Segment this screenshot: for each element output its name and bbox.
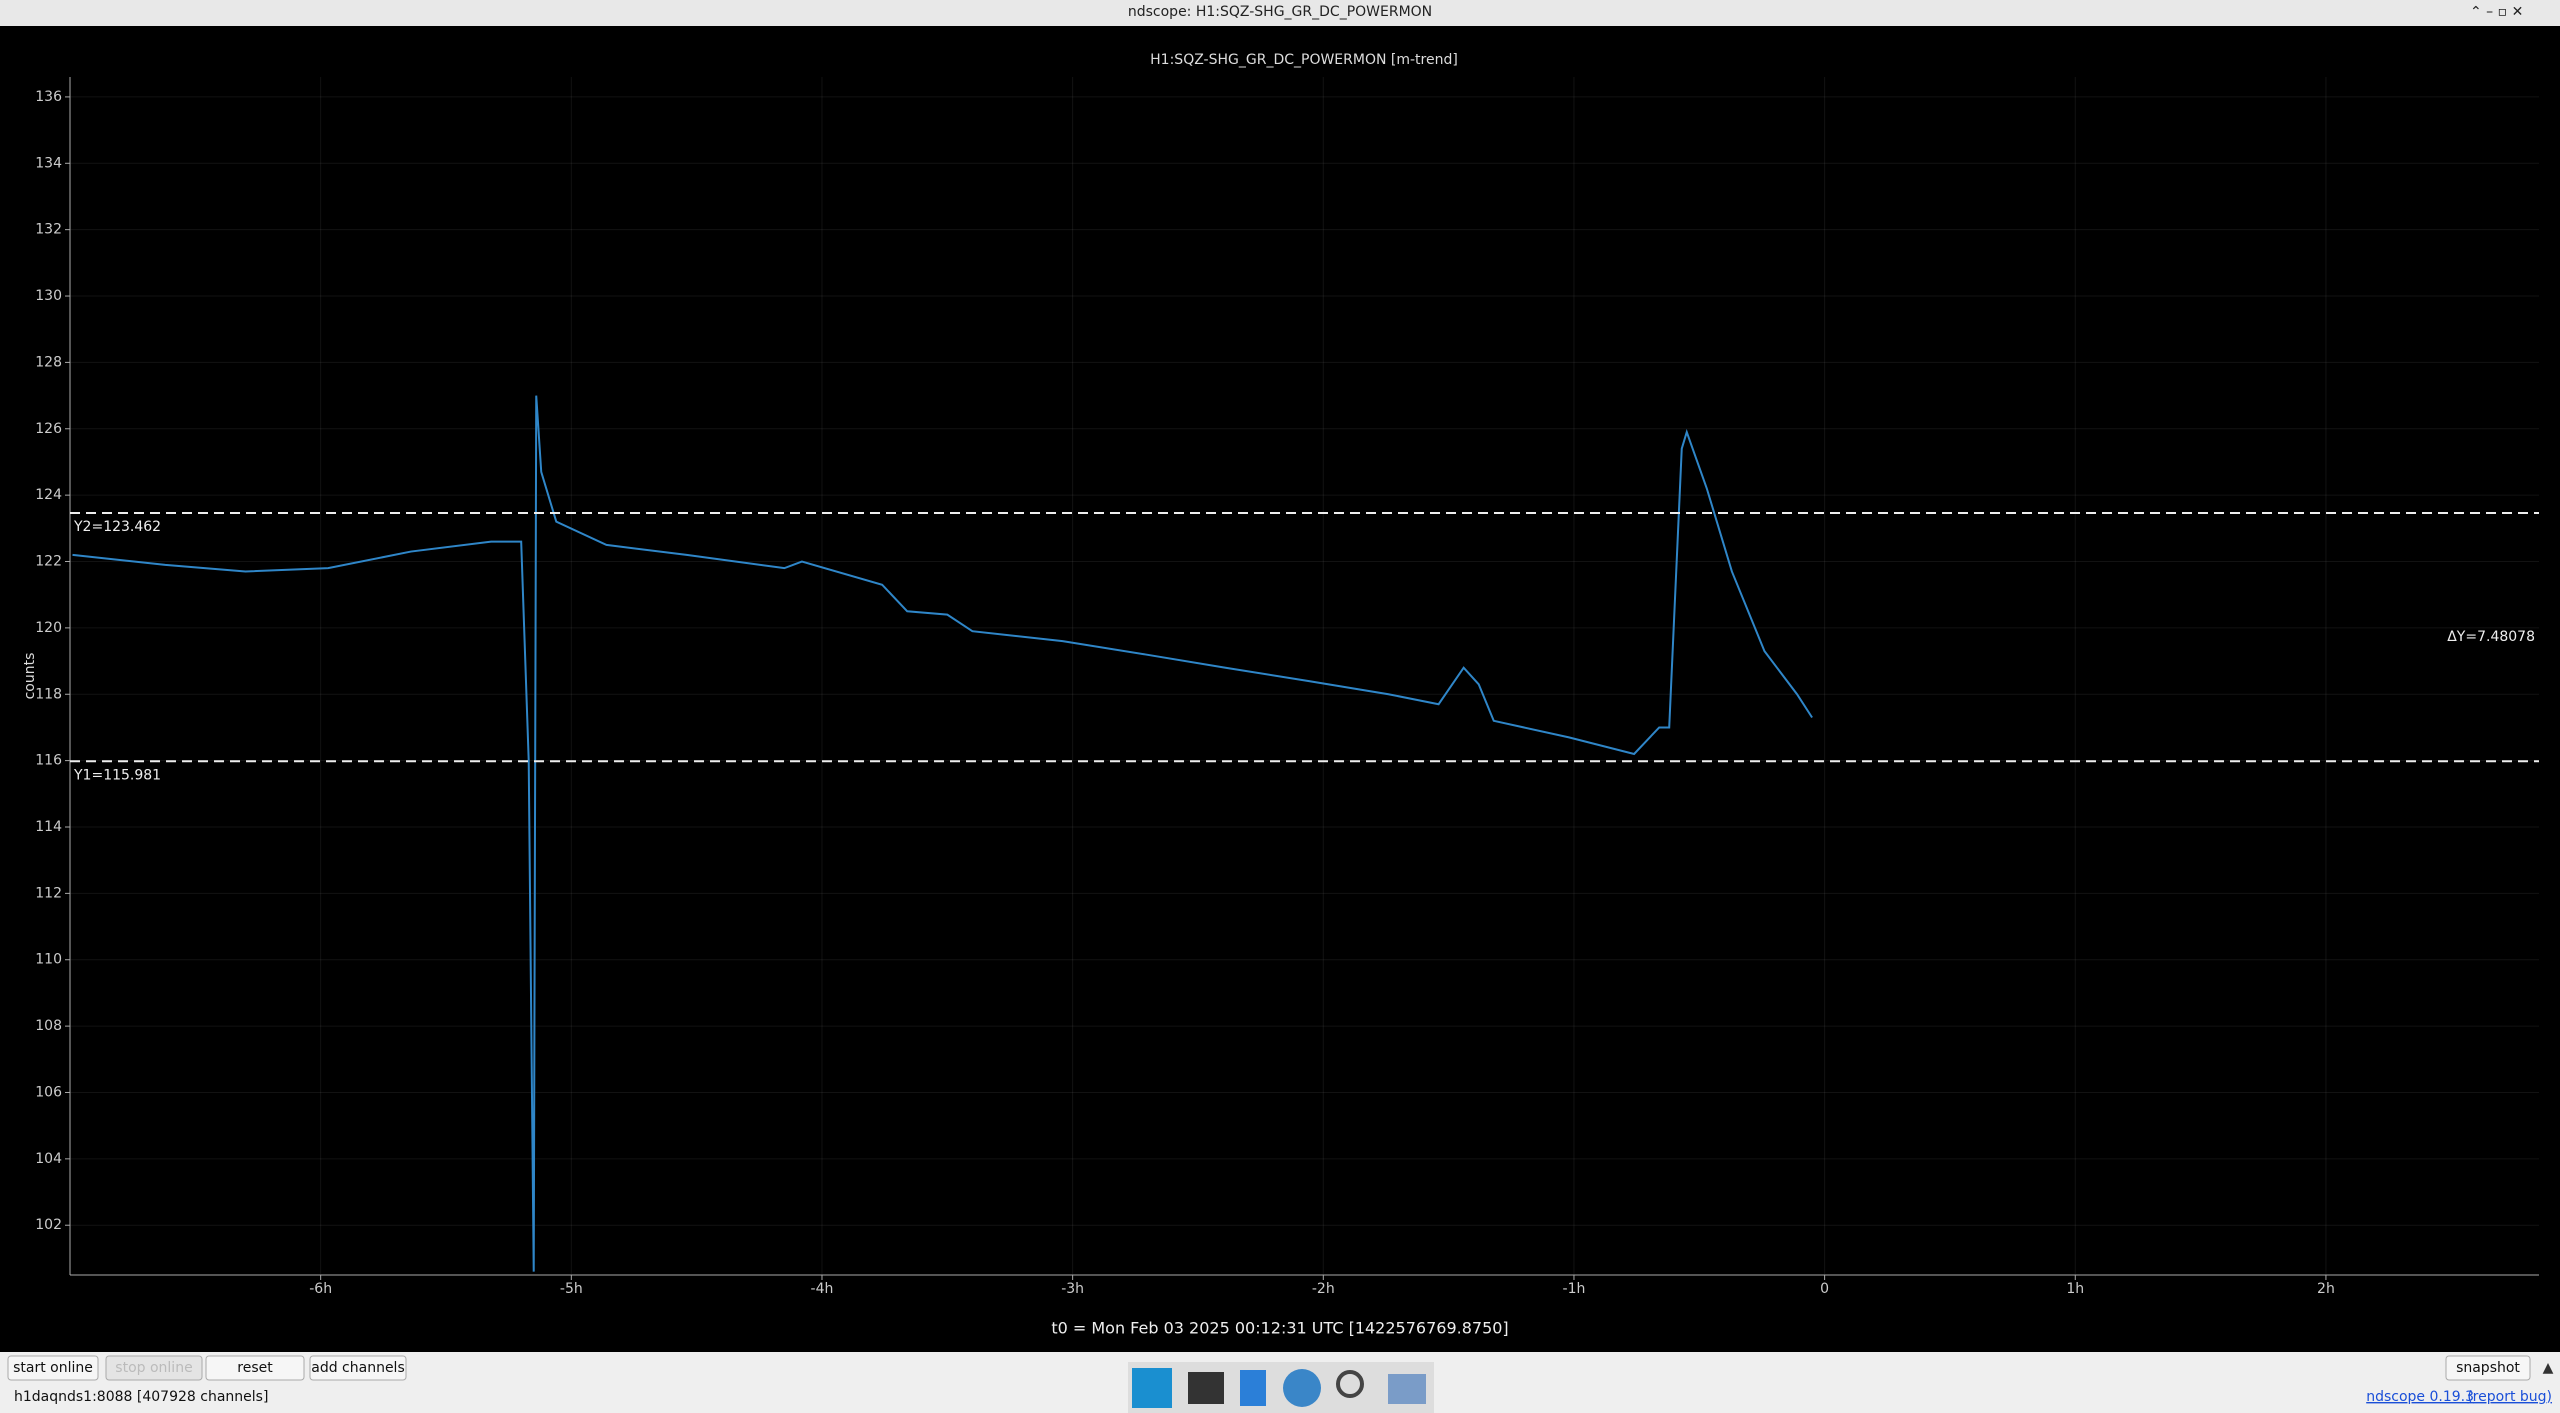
- y-tick-label: 106: [35, 1084, 62, 1100]
- data-line: [72, 395, 1813, 1272]
- collapse-arrow[interactable]: ▲: [2543, 1360, 2554, 1376]
- y-tick-label: 114: [35, 819, 62, 835]
- title-bar: [0, 0, 2560, 26]
- y-tick-label: 120: [35, 620, 62, 636]
- button: [105, 1355, 203, 1381]
- plot-title: H1:SQZ-SHG_GR_DC_POWERMON [m-trend]: [1150, 52, 1458, 68]
- app-icon[interactable]: [1132, 1368, 1172, 1408]
- report-link[interactable]: (report bug): [2467, 1389, 2552, 1405]
- y-tick-label: 134: [35, 155, 62, 171]
- folder-icon[interactable]: [1388, 1374, 1426, 1404]
- y-tick-label: 118: [35, 686, 62, 702]
- y-tick-label: 102: [35, 1217, 62, 1233]
- button-label[interactable]: start online: [13, 1360, 93, 1376]
- terminal-icon[interactable]: [1188, 1372, 1224, 1404]
- status-text: h1daqnds1:8088 [407928 channels]: [14, 1389, 268, 1405]
- x-tick-label: -1h: [1563, 1281, 1586, 1297]
- y-tick-label: 122: [35, 554, 62, 570]
- button[interactable]: [7, 1355, 99, 1381]
- cursor-label: Y2=123.462: [73, 519, 161, 535]
- x-tick-label: -2h: [1312, 1281, 1335, 1297]
- delta-label: ΔY=7.48078: [2447, 629, 2535, 645]
- button[interactable]: [2445, 1355, 2531, 1381]
- x-tick-label: -5h: [560, 1281, 583, 1297]
- t0-caption: t0 = Mon Feb 03 2025 00:12:31 UTC [14225…: [1051, 1319, 1508, 1338]
- y-tick-label: 116: [35, 753, 62, 769]
- button[interactable]: [205, 1355, 305, 1381]
- x-tick-label: 1h: [2066, 1281, 2084, 1297]
- y-tick-label: 126: [35, 421, 62, 437]
- y-tick-label: 124: [35, 487, 62, 503]
- y-tick-label: 112: [35, 885, 62, 901]
- taskbar: [1128, 1362, 1434, 1413]
- y-tick-label: 104: [35, 1151, 62, 1167]
- x-tick-label: -3h: [1061, 1281, 1084, 1297]
- y-axis-label: counts: [22, 653, 38, 700]
- taskbar-panel: [1128, 1362, 1434, 1413]
- search-icon[interactable]: [1336, 1370, 1364, 1398]
- y-tick-label: 132: [35, 222, 62, 238]
- y-tick-label: 128: [35, 354, 62, 370]
- button-label: stop online: [115, 1360, 192, 1376]
- button-label[interactable]: snapshot: [2456, 1360, 2520, 1376]
- y-tick-label: 108: [35, 1018, 62, 1034]
- window-title: ndscope: H1:SQZ-SHG_GR_DC_POWERMON: [1128, 4, 1432, 20]
- y-tick-label: 136: [35, 89, 62, 105]
- x-tick-label: -4h: [811, 1281, 834, 1297]
- button-label[interactable]: add channels: [311, 1360, 405, 1376]
- x-tick-label: 0: [1820, 1281, 1829, 1297]
- y-tick-label: 110: [35, 952, 62, 968]
- editor-icon[interactable]: [1240, 1370, 1266, 1406]
- button[interactable]: [309, 1355, 407, 1381]
- plot-background: [0, 26, 2560, 1352]
- y-tick-label: 130: [35, 288, 62, 304]
- version-link[interactable]: ndscope 0.19.3: [2366, 1389, 2474, 1405]
- cursor-label: Y1=115.981: [73, 767, 161, 783]
- x-tick-label: 2h: [2317, 1281, 2335, 1297]
- x-tick-label: -6h: [309, 1281, 332, 1297]
- browser-icon[interactable]: [1283, 1369, 1321, 1407]
- window-controls[interactable]: ⌃ – ▫ ✕: [2470, 4, 2523, 20]
- button-label[interactable]: reset: [237, 1360, 273, 1376]
